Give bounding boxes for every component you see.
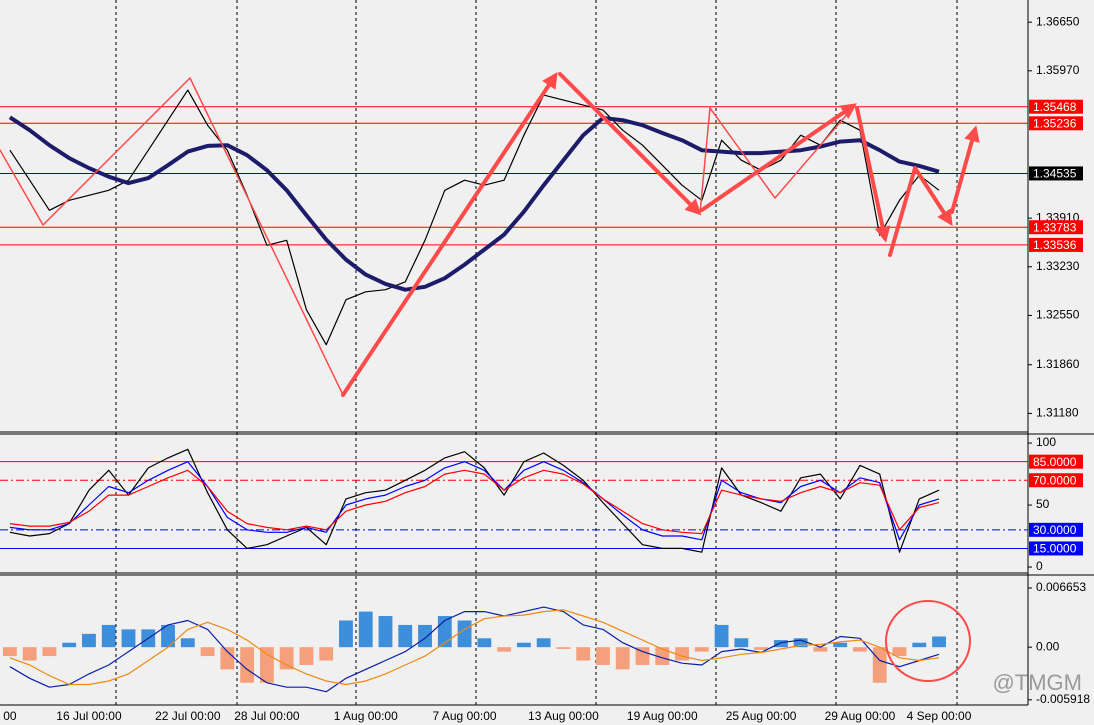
x-tick-label: 13 Aug 00:00 — [528, 709, 599, 723]
x-tick-label: 00 — [3, 709, 17, 723]
level-label-box — [1029, 541, 1083, 556]
histogram-bar — [596, 647, 610, 665]
y-tick-label: 0 — [1036, 559, 1043, 573]
histogram-bar — [853, 647, 867, 652]
histogram-bar — [556, 647, 571, 649]
x-tick-label: 16 Jul 00:00 — [56, 709, 122, 723]
histogram-bar — [516, 642, 531, 648]
histogram-bar — [813, 647, 828, 652]
histogram-bar — [714, 624, 729, 648]
level-label-box — [1029, 473, 1083, 488]
histogram-bar — [82, 633, 96, 648]
series-line — [9, 89, 940, 346]
histogram-bar — [655, 647, 670, 665]
level-label-box — [1029, 116, 1083, 131]
y-tick-label: 0.00 — [1036, 639, 1060, 653]
x-tick-label: 22 Jul 00:00 — [155, 709, 221, 723]
histogram-bar — [22, 647, 37, 661]
histogram-bar — [773, 640, 788, 648]
histogram-bar — [912, 642, 927, 648]
histogram-bar — [754, 647, 769, 650]
histogram-bar — [2, 647, 17, 657]
histogram-bar — [536, 638, 551, 648]
level-label: 1.33536 — [1033, 238, 1077, 252]
x-tick-label: 4 Sep 00:00 — [907, 709, 972, 723]
level-label: 1.35236 — [1033, 116, 1077, 130]
histogram-bar — [259, 647, 274, 683]
x-tick-label: 19 Aug 00:00 — [627, 709, 698, 723]
plot: 00 16 Jul 00:00 22 Jul 00:00 28 Jul 00:00 1 … — [0, 14, 1090, 723]
x-tick-label: 28 Jul 00:00 — [234, 709, 300, 723]
level-label: 70.0000 — [1033, 473, 1077, 487]
series-line — [9, 606, 940, 693]
histogram-bar — [161, 624, 175, 648]
series-line — [9, 469, 940, 535]
level-label-box — [1029, 166, 1083, 181]
histogram-bar — [42, 647, 57, 657]
level-label-box — [1029, 454, 1083, 469]
y-tick-label: -0.005918 — [1036, 692, 1090, 706]
y-tick-label: 1.32550 — [1036, 308, 1080, 322]
histogram-bar — [358, 611, 373, 648]
y-tick-label: 1.36650 — [1036, 14, 1080, 28]
histogram-bar — [121, 629, 136, 648]
histogram-bar — [497, 647, 512, 652]
histogram-bar — [615, 647, 630, 670]
level-label-box — [1029, 99, 1083, 114]
level-label-box — [1029, 220, 1083, 235]
x-tick-label: 1 Aug 00:00 — [334, 709, 398, 723]
histogram-bar — [734, 638, 749, 648]
y-tick-label: 1.31180 — [1036, 406, 1079, 420]
histogram-bar — [378, 616, 393, 648]
level-label-box — [1029, 522, 1083, 537]
histogram-bar — [339, 620, 353, 648]
panel-frames — [0, 0, 1094, 706]
histogram-bar — [240, 647, 255, 683]
series-line — [9, 461, 940, 541]
watermark: @TMGM — [992, 670, 1082, 695]
histogram-bar — [398, 624, 413, 648]
level-label: 30.0000 — [1033, 523, 1077, 537]
series-line — [9, 448, 940, 553]
y-tick-label: 100 — [1036, 435, 1056, 449]
histogram-bar — [833, 642, 848, 648]
histogram-bar — [635, 647, 650, 665]
histogram-bar — [694, 647, 709, 652]
histogram-bar — [872, 647, 887, 683]
y-tick-label: 0.006653 — [1036, 580, 1086, 594]
x-tick-label: 25 Aug 00:00 — [726, 709, 797, 723]
annotations — [0, 72, 980, 682]
level-label: 1.33783 — [1033, 220, 1077, 234]
histogram-bar — [319, 647, 334, 661]
histogram-bar — [932, 636, 946, 648]
histogram-bar — [477, 638, 492, 648]
y-tick-label: 50 — [1036, 497, 1050, 511]
histogram-bar — [62, 642, 77, 648]
level-label: 85.0000 — [1033, 455, 1077, 469]
histogram-bar — [892, 647, 907, 657]
histogram-bar — [576, 647, 591, 661]
x-tick-label: 7 Aug 00:00 — [433, 709, 497, 723]
level-label: 1.35468 — [1033, 100, 1077, 114]
histogram-bar — [299, 647, 314, 665]
histogram-bar — [457, 620, 472, 648]
y-tick-label: 1.33230 — [1036, 259, 1080, 273]
histogram-bar — [793, 638, 808, 648]
level-label: 1.34535 — [1033, 167, 1077, 181]
histogram-bar — [418, 624, 432, 648]
y-tick-label: 1.35970 — [1036, 63, 1080, 77]
level-label-box — [1029, 237, 1083, 252]
histogram-bar — [101, 624, 116, 648]
histogram-bar — [180, 638, 195, 648]
histogram-bar — [200, 647, 215, 657]
level-label: 15.0000 — [1033, 542, 1077, 556]
x-tick-label: 29 Aug 00:00 — [825, 709, 896, 723]
histogram-bar — [220, 647, 235, 670]
histogram-bar — [279, 647, 294, 670]
series-line — [9, 609, 940, 686]
y-tick-label: 1.31860 — [1036, 357, 1080, 371]
